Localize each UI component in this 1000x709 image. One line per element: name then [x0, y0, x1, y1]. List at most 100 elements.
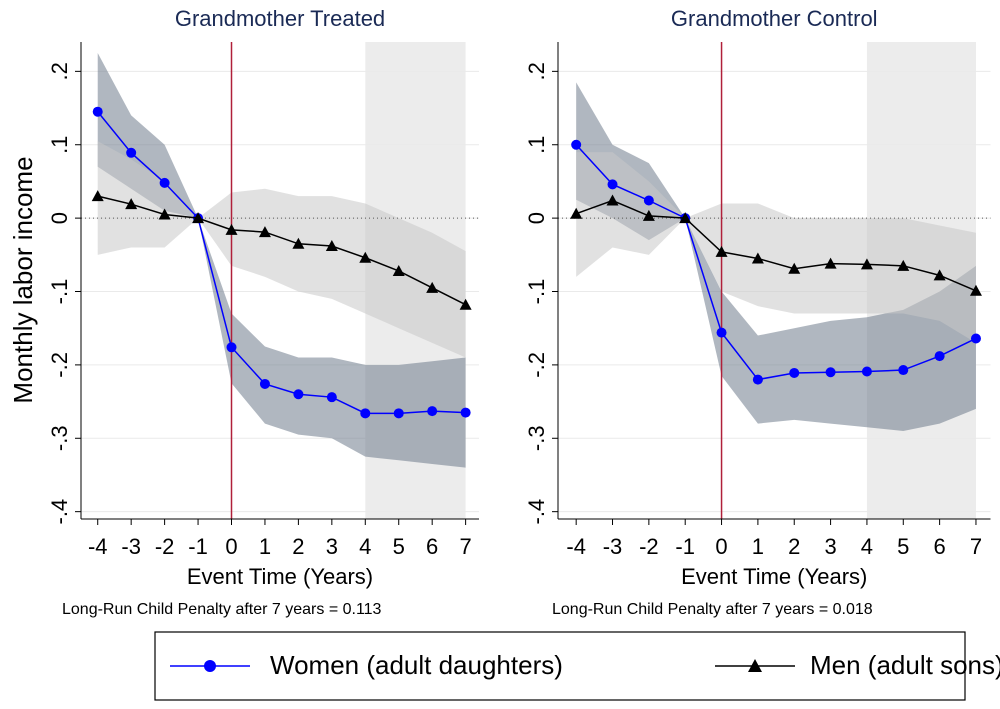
point — [258, 226, 271, 238]
x-tick-label: 6 — [426, 534, 438, 559]
x-axis-title: Event Time (Years) — [681, 564, 867, 589]
point — [898, 365, 909, 376]
x-tick-label: 5 — [393, 534, 405, 559]
point — [969, 284, 982, 296]
point — [570, 207, 583, 219]
point — [679, 212, 692, 224]
y-tick-label: -.3 — [524, 425, 549, 451]
point — [897, 259, 910, 271]
point — [158, 208, 171, 220]
x-tick-label: 1 — [259, 534, 271, 559]
x-tick-label: -3 — [121, 534, 141, 559]
x-tick-label: -1 — [675, 534, 695, 559]
point — [293, 389, 304, 400]
y-tick-label: .2 — [47, 62, 72, 80]
point — [292, 237, 305, 249]
y-tick-label: 0 — [524, 212, 549, 224]
point — [393, 408, 404, 419]
point — [126, 147, 137, 158]
confidence-band — [97, 141, 466, 358]
legend-marker — [748, 659, 762, 672]
point — [392, 264, 405, 276]
series-line — [575, 144, 977, 381]
point — [159, 177, 170, 188]
legend-label: Women (adult daughters) — [270, 650, 563, 680]
y-tick-label: .1 — [47, 136, 72, 154]
point — [752, 374, 763, 385]
confidence-band — [576, 152, 976, 343]
legend-marker — [204, 660, 216, 672]
y-tick-label: -.4 — [47, 499, 72, 525]
point — [933, 269, 946, 281]
series-line — [575, 199, 977, 292]
x-tick-label: 4 — [359, 534, 371, 559]
point — [643, 195, 654, 206]
point — [91, 190, 104, 202]
x-axis-title: Event Time (Years) — [187, 564, 373, 589]
y-tick-label: -.4 — [524, 499, 549, 525]
point — [789, 367, 800, 378]
x-tick-label: 2 — [292, 534, 304, 559]
point — [360, 408, 371, 419]
point — [571, 139, 582, 150]
point — [226, 342, 237, 353]
legend-label: Men (adult sons) — [810, 650, 1000, 680]
x-tick-label: -4 — [566, 534, 586, 559]
x-tick-label: -4 — [88, 534, 108, 559]
y-tick-label: -.1 — [47, 279, 72, 305]
point — [825, 367, 836, 378]
point — [607, 179, 618, 190]
point — [427, 406, 438, 417]
y-tick-label: -.2 — [524, 352, 549, 378]
confidence-band — [576, 82, 976, 431]
point — [642, 209, 655, 221]
x-tick-label: 6 — [933, 534, 945, 559]
series-line — [97, 195, 466, 306]
point — [125, 198, 138, 210]
point — [325, 240, 338, 252]
x-tick-label: -2 — [155, 534, 175, 559]
x-tick-label: 3 — [326, 534, 338, 559]
series-line — [97, 111, 466, 415]
x-tick-label: 1 — [752, 534, 764, 559]
y-tick-label: -.3 — [47, 425, 72, 451]
confidence-band — [97, 53, 466, 468]
x-tick-label: 7 — [459, 534, 471, 559]
point — [934, 351, 945, 362]
point — [426, 281, 439, 293]
x-tick-label: 0 — [225, 534, 237, 559]
point — [459, 298, 472, 310]
x-tick-label: 3 — [824, 534, 836, 559]
point — [259, 378, 270, 389]
point — [92, 106, 103, 117]
x-tick-label: -1 — [188, 534, 208, 559]
point — [715, 245, 728, 257]
y-tick-label: -.1 — [524, 279, 549, 305]
point — [606, 194, 619, 206]
y-tick-label: .1 — [524, 136, 549, 154]
x-tick-label: 4 — [861, 534, 873, 559]
point — [192, 212, 205, 224]
x-tick-label: 0 — [715, 534, 727, 559]
y-tick-label: .2 — [524, 62, 549, 80]
x-tick-label: -2 — [639, 534, 659, 559]
point — [460, 407, 471, 418]
point — [824, 257, 837, 269]
point — [225, 223, 238, 235]
point — [751, 252, 764, 264]
point — [359, 251, 372, 263]
panel-title: Grandmother Treated — [175, 6, 385, 31]
point — [861, 366, 872, 377]
x-tick-label: -3 — [603, 534, 623, 559]
point — [326, 392, 337, 403]
note: Long-Run Child Penalty after 7 years = 0… — [62, 601, 382, 618]
x-tick-label: 5 — [897, 534, 909, 559]
x-tick-label: 2 — [788, 534, 800, 559]
note: Long-Run Child Penalty after 7 years = 0… — [552, 601, 873, 618]
point — [716, 327, 727, 338]
legend-box — [154, 631, 966, 701]
point — [970, 333, 981, 344]
point — [788, 262, 801, 274]
y-axis-title: Monthly labor income — [8, 156, 38, 403]
